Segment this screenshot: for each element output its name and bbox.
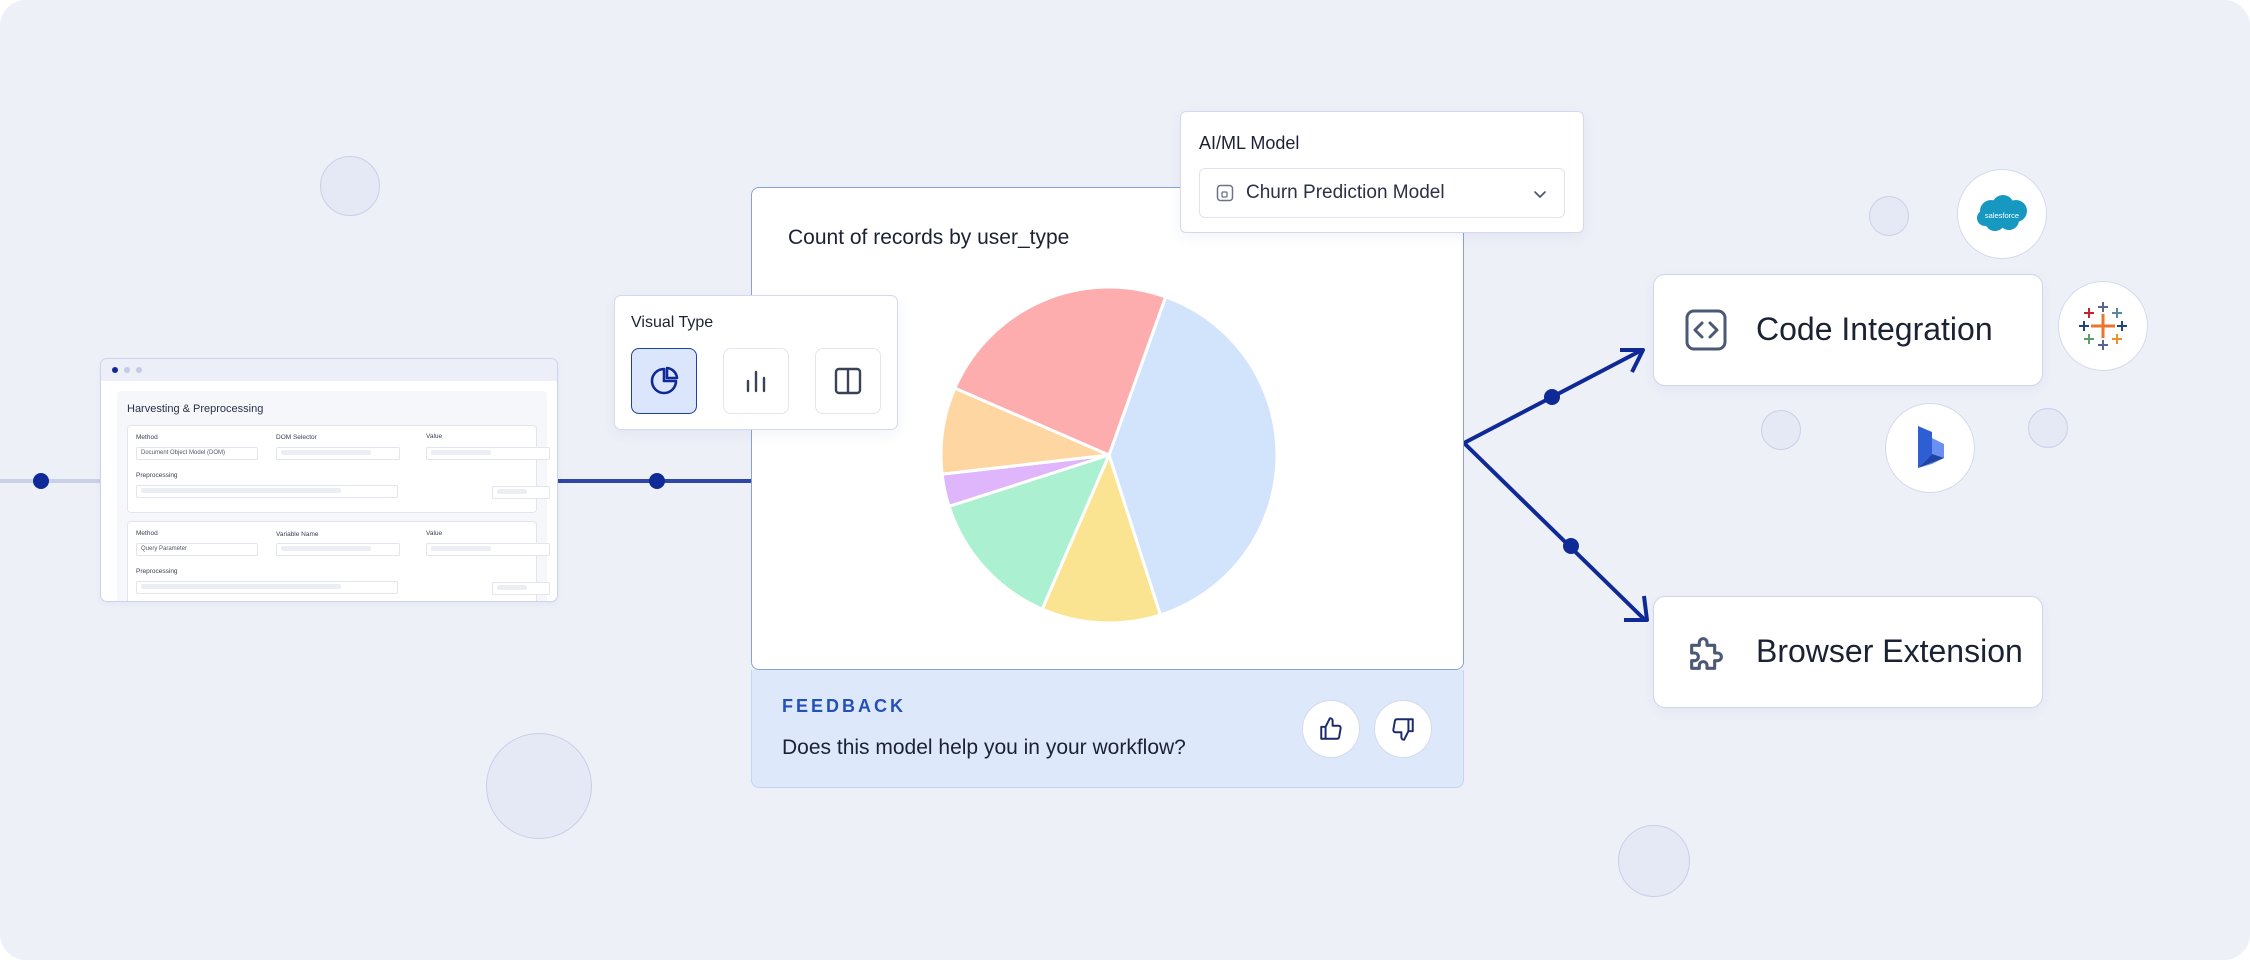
add-step-button[interactable] — [492, 486, 550, 499]
pie-chart — [939, 285, 1279, 625]
feedback-question: Does this model help you in your workflo… — [782, 736, 1186, 759]
method-select[interactable]: Query Parameter — [136, 543, 258, 556]
thumbs-up-icon — [1320, 717, 1342, 740]
pie-slice[interactable] — [1040, 453, 1162, 625]
thumbs-down-icon — [1392, 718, 1414, 741]
decor-bubble — [1869, 196, 1909, 236]
decor-bubble — [1618, 825, 1690, 897]
browser-extension-card[interactable]: Browser Extension — [1653, 596, 2043, 708]
decor-bubble — [486, 733, 592, 839]
selector-label: DOM Selector — [276, 434, 317, 441]
connector-dot — [1544, 389, 1560, 405]
connector-dot — [649, 473, 665, 489]
pie-slice[interactable] — [1107, 295, 1279, 617]
decor-bubble — [320, 156, 380, 216]
code-integration-card[interactable]: Code Integration — [1653, 274, 2043, 386]
pie-slice[interactable] — [953, 285, 1168, 457]
harvesting-window: Harvesting & Preprocessing Method DOM Se… — [100, 358, 558, 602]
ai-model-panel: AI/ML Model Churn Prediction Model — [1180, 111, 1584, 233]
feedback-bar: FEEDBACK Does this model help you in you… — [751, 670, 1464, 788]
method-select[interactable]: Document Object Model (DOM) — [136, 447, 258, 460]
tableau-logo — [2058, 281, 2148, 371]
decor-bubble — [2028, 408, 2068, 448]
variable-name-label: Variable Name — [276, 531, 319, 538]
dynamics-logo — [1885, 403, 1975, 493]
bar-chart-icon — [746, 370, 766, 393]
salesforce-logo: salesforce — [1957, 169, 2047, 259]
bar-chart-button[interactable] — [723, 348, 789, 414]
add-step-button[interactable] — [492, 582, 550, 595]
thumbs-up-button[interactable] — [1302, 700, 1360, 758]
connector-dot — [33, 473, 49, 489]
code-icon — [1685, 309, 1727, 351]
feedback-label: FEEDBACK — [782, 696, 907, 716]
selector-input[interactable] — [276, 447, 400, 460]
chart-title: Count of records by user_type — [788, 226, 1070, 249]
visual-type-label: Visual Type — [631, 314, 714, 331]
thumbs-down-button[interactable] — [1374, 700, 1432, 758]
puzzle-icon — [1690, 637, 1723, 670]
method-label: Method — [136, 434, 158, 441]
value-label: Value — [426, 433, 443, 440]
decor-bubble — [1761, 410, 1801, 450]
chevron-down-icon — [1534, 191, 1546, 198]
pie-chart-icon — [650, 366, 679, 395]
value-label: Value — [426, 530, 443, 537]
value-select[interactable] — [426, 447, 550, 460]
pie-chart-button[interactable] — [631, 348, 697, 414]
harvesting-panel: Harvesting & Preprocessing Method DOM Se… — [117, 391, 550, 601]
ai-model-select[interactable]: Churn Prediction Model — [1199, 168, 1565, 218]
split-layout-button[interactable] — [815, 348, 881, 414]
preprocessing-input[interactable] — [136, 485, 398, 498]
connector-dot — [1563, 538, 1579, 554]
preprocessing-input[interactable] — [136, 581, 398, 594]
ai-model-value: Churn Prediction Model — [1246, 182, 1445, 203]
split-layout-icon — [834, 367, 862, 395]
harvest-rule: Method DOM Selector Value Document Objec… — [127, 425, 550, 513]
variable-name-input[interactable] — [276, 543, 400, 556]
model-icon — [1216, 184, 1234, 202]
pie-slice[interactable] — [939, 386, 1111, 476]
method-label: Method — [136, 530, 158, 537]
ai-model-label: AI/ML Model — [1199, 133, 1300, 153]
preprocessing-label: Preprocessing — [136, 472, 178, 479]
window-titlebar — [101, 359, 557, 381]
svg-text:salesforce: salesforce — [1985, 211, 2019, 220]
value-select[interactable] — [426, 543, 550, 556]
visual-type-panel: Visual Type — [614, 295, 898, 430]
preprocessing-label: Preprocessing — [136, 568, 178, 575]
harvest-rule: Method Variable Name Value Query Paramet… — [127, 521, 550, 601]
code-integration-label: Code Integration — [1756, 311, 1993, 347]
harvesting-title: Harvesting & Preprocessing — [127, 403, 264, 415]
browser-extension-label: Browser Extension — [1756, 633, 2023, 669]
